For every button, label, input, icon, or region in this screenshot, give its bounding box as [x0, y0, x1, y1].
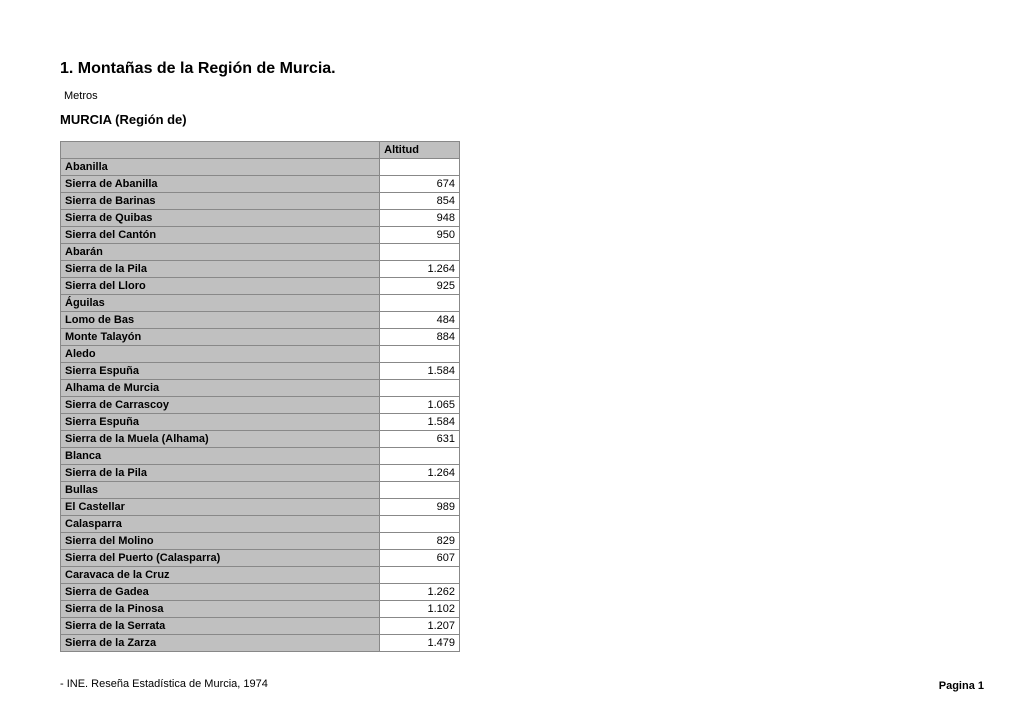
- group-row: Alhama de Murcia: [61, 380, 380, 397]
- mountain-name: Sierra del Cantón: [61, 227, 380, 244]
- mountains-table: Altitud AbanillaSierra de Abanilla674Sie…: [60, 141, 460, 652]
- mountain-altitude: 1.264: [380, 261, 460, 278]
- group-row: Bullas: [61, 482, 380, 499]
- mountain-altitude: 989: [380, 499, 460, 516]
- group-row-empty: [380, 244, 460, 261]
- mountain-name: Sierra del Puerto (Calasparra): [61, 550, 380, 567]
- mountain-altitude: 1.479: [380, 635, 460, 652]
- mountain-altitude: 674: [380, 176, 460, 193]
- group-row-empty: [380, 295, 460, 312]
- mountain-altitude: 1.102: [380, 601, 460, 618]
- mountain-name: Sierra de Barinas: [61, 193, 380, 210]
- group-row: Calasparra: [61, 516, 380, 533]
- group-row-empty: [380, 482, 460, 499]
- source-note: - INE. Reseña Estadística de Murcia, 197…: [60, 678, 960, 690]
- mountain-name: Sierra de Quibas: [61, 210, 380, 227]
- mountain-altitude: 884: [380, 329, 460, 346]
- mountain-name: Sierra de la Pila: [61, 465, 380, 482]
- group-row: Abarán: [61, 244, 380, 261]
- mountain-altitude: 631: [380, 431, 460, 448]
- mountain-name: Sierra del Lloro: [61, 278, 380, 295]
- mountain-name: Sierra Espuña: [61, 363, 380, 380]
- group-row-empty: [380, 159, 460, 176]
- region-label: MURCIA (Región de): [60, 112, 960, 127]
- mountain-name: Sierra de la Serrata: [61, 618, 380, 635]
- col-name-header: [61, 142, 380, 159]
- group-row: Caravaca de la Cruz: [61, 567, 380, 584]
- mountain-name: Sierra de la Pinosa: [61, 601, 380, 618]
- mountain-name: Lomo de Bas: [61, 312, 380, 329]
- mountain-name: Monte Talayón: [61, 329, 380, 346]
- mountain-altitude: 484: [380, 312, 460, 329]
- unit-label: Metros: [64, 90, 960, 102]
- group-row-empty: [380, 448, 460, 465]
- group-row-empty: [380, 567, 460, 584]
- mountain-name: Sierra de la Pila: [61, 261, 380, 278]
- mountain-altitude: 1.262: [380, 584, 460, 601]
- mountain-altitude: 1.065: [380, 397, 460, 414]
- group-row-empty: [380, 516, 460, 533]
- mountain-altitude: 948: [380, 210, 460, 227]
- mountain-name: Sierra de la Muela (Alhama): [61, 431, 380, 448]
- mountain-name: El Castellar: [61, 499, 380, 516]
- mountain-altitude: 1.584: [380, 363, 460, 380]
- mountain-altitude: 607: [380, 550, 460, 567]
- group-row-empty: [380, 346, 460, 363]
- col-altitude-header: Altitud: [380, 142, 460, 159]
- mountain-altitude: 925: [380, 278, 460, 295]
- group-row: Águilas: [61, 295, 380, 312]
- mountain-altitude: 829: [380, 533, 460, 550]
- mountain-name: Sierra de Carrascoy: [61, 397, 380, 414]
- mountain-altitude: 1.207: [380, 618, 460, 635]
- group-row: Aledo: [61, 346, 380, 363]
- mountain-altitude: 1.584: [380, 414, 460, 431]
- mountain-altitude: 950: [380, 227, 460, 244]
- group-row-empty: [380, 380, 460, 397]
- mountain-altitude: 854: [380, 193, 460, 210]
- page-title: 1. Montañas de la Región de Murcia.: [60, 60, 960, 78]
- group-row: Blanca: [61, 448, 380, 465]
- mountain-name: Sierra del Molino: [61, 533, 380, 550]
- group-row: Abanilla: [61, 159, 380, 176]
- page-footer: Pagina 1: [939, 680, 984, 692]
- mountain-name: Sierra de Abanilla: [61, 176, 380, 193]
- mountain-name: Sierra de Gadea: [61, 584, 380, 601]
- mountain-name: Sierra de la Zarza: [61, 635, 380, 652]
- mountain-name: Sierra Espuña: [61, 414, 380, 431]
- mountain-altitude: 1.264: [380, 465, 460, 482]
